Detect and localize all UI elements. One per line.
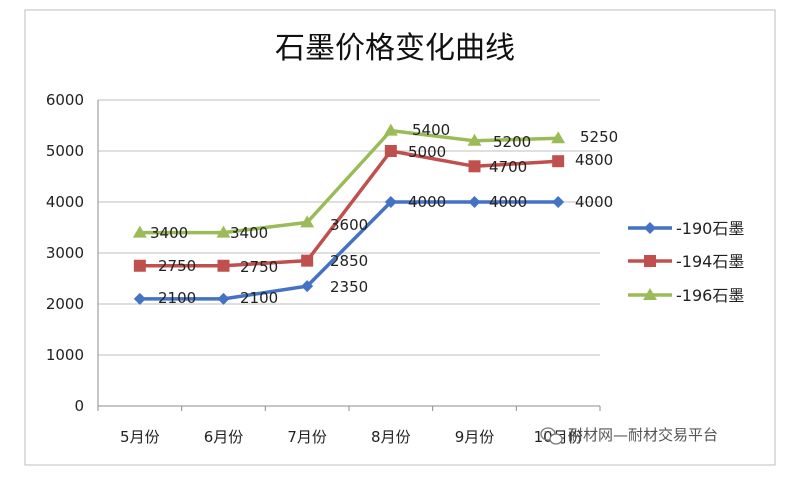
data-label: 2100: [158, 289, 196, 307]
wechat-icon: [540, 427, 563, 445]
series-line: [139, 200, 559, 301]
x-tick-label: 6月份: [204, 428, 244, 446]
data-label: 4800: [575, 151, 613, 169]
data-point: [467, 133, 482, 146]
series-2: [132, 123, 566, 238]
y-tick-label: 5000: [46, 142, 84, 160]
data-label: 3400: [230, 224, 268, 242]
watermark: 耐材网—耐材交易平台: [540, 426, 718, 445]
chart-title: 石墨价格变化曲线: [275, 31, 515, 66]
data-label: 2750: [158, 257, 196, 275]
legend-item-1: -194石墨: [628, 252, 744, 271]
legend-label: -194石墨: [676, 252, 744, 271]
y-tick-label: 0: [74, 397, 84, 415]
data-label: 3600: [330, 216, 368, 234]
data-label: 2350: [330, 278, 368, 296]
x-tick-label: 5月份: [120, 428, 160, 446]
watermark-text: 耐材网—耐材交易平台: [568, 426, 718, 444]
y-tick-label: 4000: [46, 193, 84, 211]
series-1: [133, 145, 565, 272]
data-point: [384, 196, 397, 208]
series-layer: [132, 123, 566, 305]
data-point: [383, 123, 398, 136]
series-line: [139, 149, 559, 268]
legend-marker: [644, 222, 656, 234]
data-point: [217, 292, 230, 305]
x-tick-label: 7月份: [287, 428, 327, 446]
data-label: 4700: [489, 158, 527, 176]
data-label: 3400: [150, 224, 188, 242]
grid-layer: [98, 99, 600, 356]
data-label: 5000: [408, 143, 446, 161]
legend-label: -196石墨: [676, 286, 744, 305]
data-point: [300, 215, 315, 228]
x-tick-label: 8月份: [371, 428, 411, 446]
data-point: [301, 280, 314, 293]
chart-frame: [24, 9, 776, 466]
data-point: [216, 225, 231, 238]
series-line: [139, 128, 559, 235]
legend-label: -190石墨: [676, 219, 744, 238]
series-0: [133, 196, 565, 305]
data-point: [468, 196, 481, 208]
data-point: [132, 225, 147, 238]
data-label-layer: 2100 2100 2350 4000 4000 4000 2750 2750 2850 5000…: [150, 121, 618, 307]
data-label: 5200: [493, 133, 531, 151]
data-label: 5400: [412, 121, 450, 139]
data-label: 4000: [575, 193, 613, 211]
data-point: [552, 196, 565, 208]
y-tick-label: 1000: [46, 346, 84, 364]
x-tick-label: 9月份: [455, 428, 495, 446]
data-label: 2850: [330, 252, 368, 270]
data-point: [552, 155, 565, 168]
legend-item-2: -196石墨: [628, 286, 744, 305]
y-tick-label: 3000: [46, 244, 84, 262]
data-label: 4000: [408, 193, 446, 211]
legend-item-0: -190石墨: [628, 219, 744, 238]
data-label: 4000: [489, 193, 527, 211]
data-point: [301, 254, 314, 267]
data-label: 2750: [240, 258, 278, 276]
legend-marker: [643, 288, 657, 300]
axis-layer: 0 1000 2000 3000 4000 5000 6000 5月份 6月份 7月份 8月份 9月份…: [46, 91, 601, 446]
data-label: 2100: [240, 289, 278, 307]
y-tick-label: 2000: [46, 295, 84, 313]
data-point: [133, 259, 146, 272]
data-point: [217, 259, 230, 272]
data-point: [551, 131, 566, 144]
legend-marker: [644, 255, 656, 267]
data-point: [133, 292, 146, 305]
y-tick-label: 6000: [46, 91, 84, 109]
data-point: [468, 160, 481, 173]
legend: -190石墨 -194石墨 -196石墨: [628, 219, 744, 305]
data-label: 5250: [580, 128, 618, 146]
data-point: [384, 145, 397, 157]
